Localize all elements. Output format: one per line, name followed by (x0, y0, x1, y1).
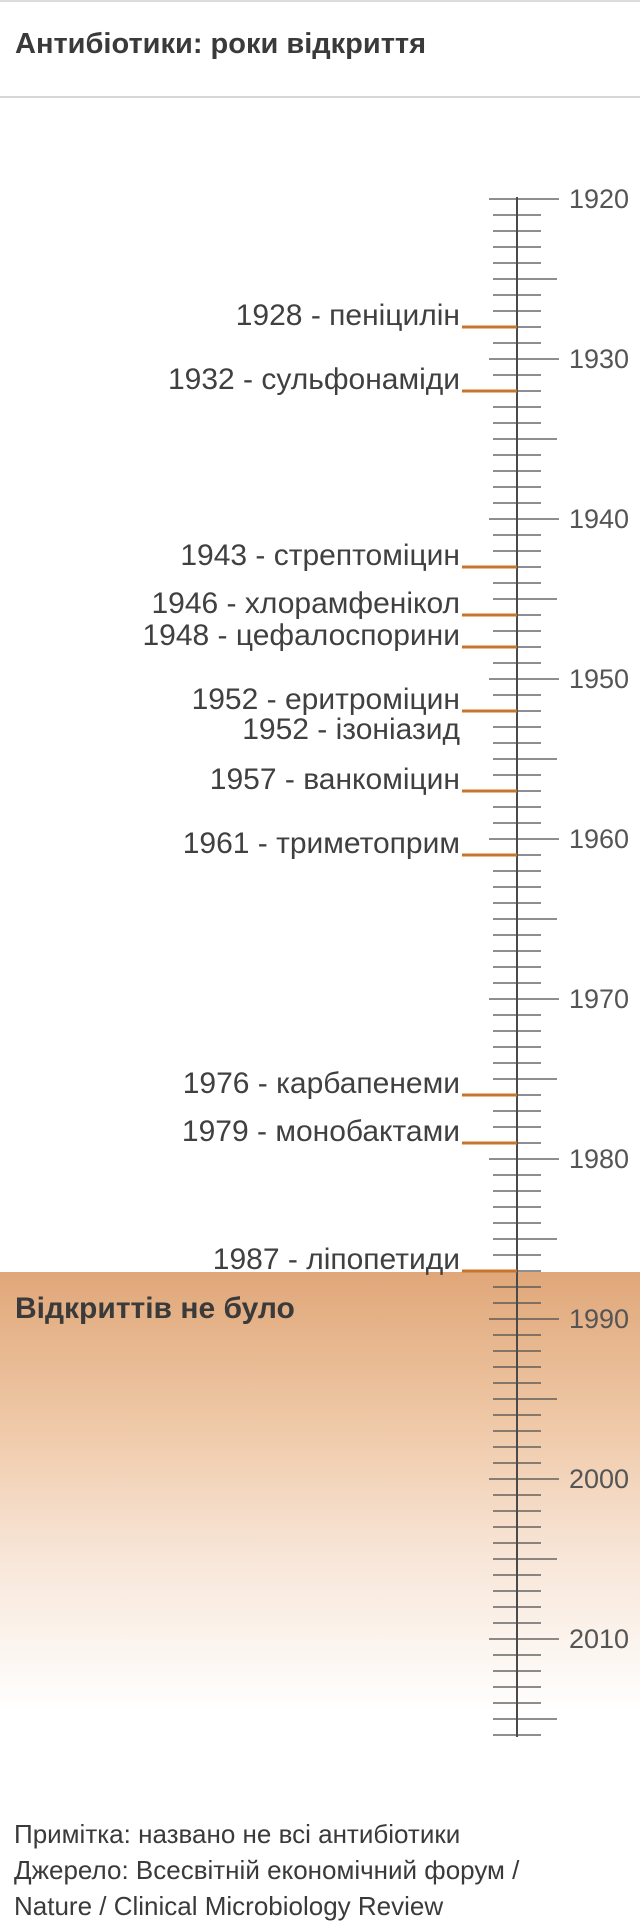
axis-tick-label: 1950 (569, 664, 629, 694)
event-label: 1952 - еритроміцин (192, 683, 460, 716)
event-label: 1943 - стрептоміцин (180, 539, 460, 572)
event-label: 1932 - сульфонаміди (168, 363, 460, 396)
axis-tick-label: 1960 (569, 824, 629, 854)
event-label: 1987 - ліпопетиди (213, 1243, 460, 1276)
top-border (0, 0, 640, 2)
axis-tick-label: 1970 (569, 984, 629, 1014)
footer-source-line2: Nature / Clinical Microbiology Review (14, 1891, 444, 1921)
header: Антибіотики: роки відкриття (0, 2, 640, 98)
axis-tick-label: 2000 (569, 1464, 629, 1494)
footer-note: Примітка: названо не всі антибіотики (14, 1819, 461, 1849)
axis-tick-label: 1920 (569, 184, 629, 214)
axis-tick-label: 1990 (569, 1304, 629, 1334)
event-label: 1928 - пеніцилін (236, 299, 460, 332)
axis-tick-label: 1930 (569, 344, 629, 374)
event-label: 1961 - триметоприм (183, 827, 460, 860)
axis-tick-label: 1980 (569, 1144, 629, 1174)
footer-notes: Примітка: названо не всі антибіотики Дже… (14, 1816, 519, 1924)
axis-tick-label: 1940 (569, 504, 629, 534)
event-label: 1976 - карбапенеми (183, 1067, 460, 1100)
axis-tick-label: 2010 (569, 1624, 629, 1654)
event-label: 1952 - ізоніазид (242, 713, 460, 746)
event-label: 1946 - хлорамфенікол (151, 587, 460, 620)
page-title: Антибіотики: роки відкриття (15, 28, 427, 60)
event-label: 1948 - цефалоспорини (142, 619, 460, 652)
footer-source-line1: Джерело: Всесвітній економічний форум / (14, 1855, 520, 1885)
event-label: 1979 - монобактами (182, 1115, 460, 1148)
event-label: 1957 - ванкоміцин (210, 763, 460, 796)
no-discovery-label: Відкриттів не було (15, 1292, 295, 1325)
